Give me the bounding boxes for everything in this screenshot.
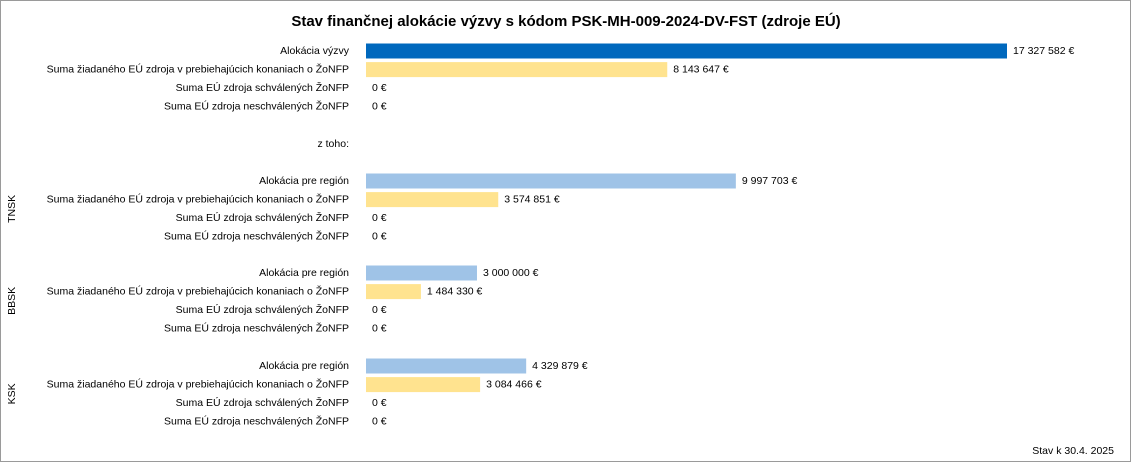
value-label: 4 329 879 € (532, 360, 588, 372)
group-label: TNSK (6, 195, 18, 223)
value-label: 0 € (372, 231, 387, 243)
category-label: Suma EÚ zdroja schválených ŽoNFP (176, 211, 349, 224)
bar (366, 173, 736, 189)
category-label: Alokácia výzvy (280, 45, 350, 57)
value-label: 0 € (372, 323, 387, 335)
value-label: 0 € (372, 101, 387, 113)
value-label: 0 € (372, 212, 387, 224)
value-label: 1 484 330 € (427, 285, 483, 297)
note: z toho: (317, 138, 349, 150)
category-label: Suma žiadaného EÚ zdroja v prebiehajúcic… (47, 192, 349, 205)
category-label: Suma EÚ zdroja schválených ŽoNFP (176, 396, 349, 409)
value-label: 3 574 851 € (504, 193, 560, 205)
value-label: 3 084 466 € (486, 378, 542, 390)
value-label: 0 € (372, 397, 387, 409)
chart-title: Stav finančnej alokácie výzvy s kódom PS… (291, 12, 840, 30)
value-label: 3 000 000 € (483, 267, 539, 279)
bar (366, 358, 527, 374)
bar (366, 377, 481, 393)
category-label: Suma EÚ zdroja schválených ŽoNFP (176, 303, 349, 316)
category-label: Alokácia pre región (259, 360, 349, 372)
bar (366, 284, 421, 300)
category-label: Suma žiadaného EÚ zdroja v prebiehajúcic… (47, 377, 349, 390)
bar (366, 43, 1007, 59)
category-label: Suma žiadaného EÚ zdroja v prebiehajúcic… (47, 62, 349, 75)
category-label: Suma EÚ zdroja neschválených ŽoNFP (164, 322, 349, 335)
bar (366, 62, 668, 78)
bar (366, 265, 477, 281)
category-label: Suma žiadaného EÚ zdroja v prebiehajúcic… (47, 284, 349, 297)
value-label: 8 143 647 € (673, 63, 729, 75)
category-label: Alokácia pre región (259, 267, 349, 279)
value-label: 9 997 703 € (742, 175, 798, 187)
category-label: Suma EÚ zdroja neschválených ŽoNFP (164, 100, 349, 113)
group-label: KSK (6, 383, 18, 404)
footnote: Stav k 30.4. 2025 (1032, 445, 1114, 457)
category-label: Alokácia pre región (259, 175, 349, 187)
value-label: 0 € (372, 304, 387, 316)
category-label: Suma EÚ zdroja neschválených ŽoNFP (164, 415, 349, 428)
value-label: 17 327 582 € (1013, 45, 1074, 57)
value-label: 0 € (372, 82, 387, 94)
category-label: Suma EÚ zdroja neschválených ŽoNFP (164, 230, 349, 243)
group-label: BBSK (6, 287, 18, 315)
category-label: Suma EÚ zdroja schválených ŽoNFP (176, 81, 349, 94)
bar (366, 192, 499, 208)
value-label: 0 € (372, 416, 387, 428)
